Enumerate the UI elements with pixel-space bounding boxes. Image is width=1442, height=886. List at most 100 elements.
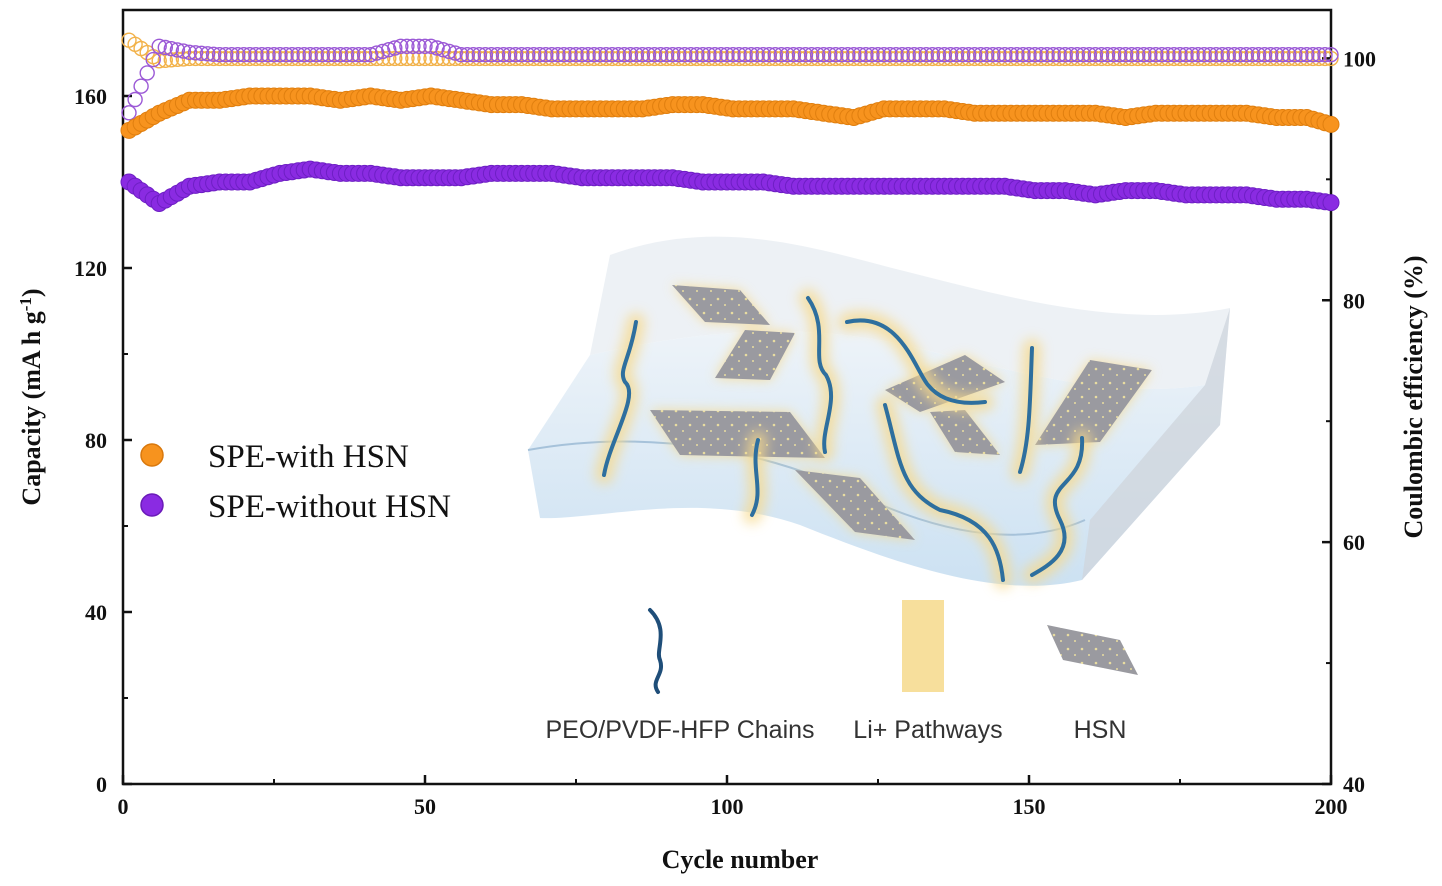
data-point [701,47,717,63]
data-point [513,47,530,63]
chain [602,320,638,477]
data-point [387,40,403,56]
data-point [169,42,186,58]
data-point [278,47,294,63]
data-point [858,47,874,63]
data-point [1311,47,1327,63]
data-point [556,47,572,63]
data-point [966,47,983,63]
data-point [1160,47,1176,63]
data-point [199,46,216,62]
data-point [1322,115,1340,133]
data-point [302,47,318,63]
data-point [888,47,904,63]
data-point [1208,47,1224,63]
data-series [120,32,1340,212]
data-point [997,47,1013,63]
data-point [151,38,167,54]
data-point [350,47,367,63]
data-point [429,40,445,56]
data-point [163,41,180,57]
data-point [1033,47,1049,63]
series-right-spe-without-hsn [121,38,1339,121]
x-tick-label: 150 [1013,794,1046,819]
data-point [948,47,965,63]
data-point [1051,47,1067,63]
data-point [338,47,355,63]
data-point [1069,47,1086,63]
data-point [979,47,995,63]
data-point [1293,47,1309,63]
data-point [936,47,953,63]
data-point [779,47,796,63]
data-point [713,47,729,63]
data-point [260,47,276,63]
chains-key-label: PEO/PVDF-HFP Chains [545,716,814,744]
data-point [1280,47,1297,63]
data-point [840,47,856,63]
data-point [429,50,445,67]
data-point [453,47,469,63]
data-point [870,47,886,63]
data-point [272,47,288,63]
data-point [1015,47,1031,63]
data-point [217,47,234,63]
data-point [1021,47,1037,63]
y-right-tick-label: 80 [1343,288,1365,313]
legend-label-without-hsn: SPE-without HSN [208,489,451,525]
data-point [211,47,228,63]
x-axis-title: Cycle number [662,845,819,874]
y-left-tick-label: 120 [74,256,107,281]
data-point [284,47,300,63]
data-point [991,47,1007,63]
data-point [489,47,506,63]
chain [883,403,1005,582]
data-point [332,47,349,63]
data-point [121,105,137,121]
x-tick-label: 50 [414,794,436,819]
data-point [1148,47,1164,63]
series-right-spe-with-hsn [121,32,1339,69]
data-point [1322,194,1340,212]
data-point [423,38,439,54]
data-point [459,47,475,63]
data-point [520,47,536,63]
series-left-spe-without-hsn [120,160,1340,212]
data-point [604,47,620,63]
legend-label-with-hsn: SPE-with HSN [208,439,409,475]
data-point [906,47,922,63]
data-point [973,47,989,63]
data-point [242,47,258,63]
data-point [683,47,699,63]
polymer-chains [595,289,1092,589]
y-axis-left-title: Capacity (mA h g-1) [16,288,46,505]
data-point [175,43,192,59]
data-point [1063,47,1080,63]
data-point [236,47,252,63]
data-point [828,47,844,63]
data-point [399,38,415,54]
data-point [671,47,687,63]
data-point [900,47,916,63]
chain [806,296,834,454]
data-point [598,47,614,63]
data-point [1256,47,1273,63]
data-point [622,47,639,63]
data-point [417,50,433,67]
data-point [822,47,838,63]
data-point [640,47,657,63]
data-point [1003,47,1019,63]
y-left-tick-label: 0 [96,772,107,797]
data-point [954,47,971,63]
inset-key: PEO/PVDF-HFP Chains Li+ Pathways HSN [545,600,1138,744]
data-point [1081,47,1098,63]
chain [1018,346,1034,474]
data-point [1039,47,1055,63]
data-point [809,47,826,63]
data-point [266,47,282,63]
data-point [942,47,959,63]
data-point [1009,47,1025,63]
data-point [864,47,880,63]
data-point [507,47,524,63]
